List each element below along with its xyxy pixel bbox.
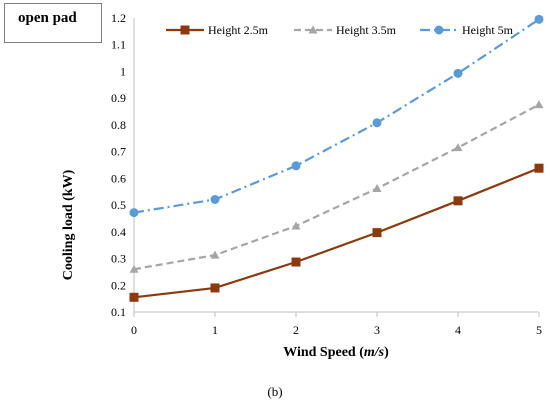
- series-2: [129, 14, 544, 218]
- legend-label: Height 3.5m: [336, 23, 397, 37]
- series-1: [129, 100, 544, 273]
- data-point: [129, 264, 139, 273]
- series-line: [133, 167, 540, 299]
- x-axis-label-close: ): [384, 345, 389, 360]
- data-point: [534, 100, 544, 109]
- series-0: [129, 163, 544, 302]
- x-tick-label: 1: [212, 323, 218, 337]
- y-tick-label: 0.7: [111, 145, 126, 159]
- figure-caption: (b): [267, 384, 283, 399]
- y-axis-label: Cooling load (kW): [61, 169, 76, 280]
- data-point: [210, 250, 220, 259]
- panel-label: open pad: [4, 3, 102, 43]
- series-line: [133, 103, 540, 271]
- chart-ticks: 0.1 0.2 0.3 0.4 0.5 0.6 0.7 0.8 0.9 1 1.1 1.2 0 1 2 3 4 5: [111, 11, 542, 337]
- chart-series: [129, 14, 544, 302]
- x-tick-label: 5: [536, 323, 542, 337]
- y-tick-label: 0.4: [111, 225, 126, 239]
- chart-legend: Height 2.5m Height 3.5m Height 5m: [166, 23, 514, 37]
- x-axis-label: Wind Speed (m/s): [283, 345, 389, 360]
- x-tick-label: 4: [455, 323, 461, 337]
- x-tick-label: 0: [131, 323, 137, 337]
- y-tick-label: 0.9: [111, 91, 126, 105]
- x-tick-label: 2: [293, 323, 299, 337]
- data-point: [291, 257, 301, 267]
- x-axis-label-main: Wind Speed (: [283, 345, 364, 360]
- data-point: [453, 196, 463, 206]
- y-tick-label: 0.2: [111, 278, 126, 292]
- data-point: [129, 292, 139, 302]
- x-axis-label-unit: m/s: [364, 345, 385, 360]
- legend-item: Height 3.5m: [294, 23, 397, 37]
- data-point: [210, 283, 220, 293]
- data-point: [534, 163, 544, 173]
- y-tick-label: 1.2: [111, 11, 126, 25]
- x-tick-label: 3: [374, 323, 380, 337]
- data-point: [372, 184, 382, 193]
- legend-label: Height 5m: [462, 23, 514, 37]
- legend-marker: [180, 25, 190, 35]
- chart-axes: [133, 18, 539, 313]
- data-point: [453, 68, 463, 78]
- data-point: [129, 208, 139, 218]
- data-point: [534, 14, 544, 24]
- legend-marker: [308, 25, 318, 34]
- y-tick-label: 1.1: [111, 38, 126, 52]
- y-tick-label: 0.5: [111, 198, 126, 212]
- data-point: [453, 143, 463, 152]
- y-tick-label: 0.1: [111, 305, 126, 319]
- y-tick-label: 0.6: [111, 171, 126, 185]
- line-chart: 0.1 0.2 0.3 0.4 0.5 0.6 0.7 0.8 0.9 1 1.1 1.2 0 1 2 3 4 5…: [61, 11, 544, 360]
- y-tick-label: 0.8: [111, 118, 126, 132]
- series-line: [133, 18, 540, 214]
- y-tick-label: 1: [120, 64, 126, 78]
- legend-item: Height 2.5m: [166, 23, 269, 37]
- data-point: [372, 118, 382, 128]
- legend-marker: [434, 25, 444, 35]
- legend-label: Height 2.5m: [208, 23, 269, 37]
- data-point: [291, 221, 301, 230]
- y-tick-label: 0.3: [111, 252, 126, 266]
- data-point: [372, 228, 382, 238]
- data-point: [291, 161, 301, 171]
- data-point: [210, 194, 220, 204]
- legend-item: Height 5m: [420, 23, 514, 37]
